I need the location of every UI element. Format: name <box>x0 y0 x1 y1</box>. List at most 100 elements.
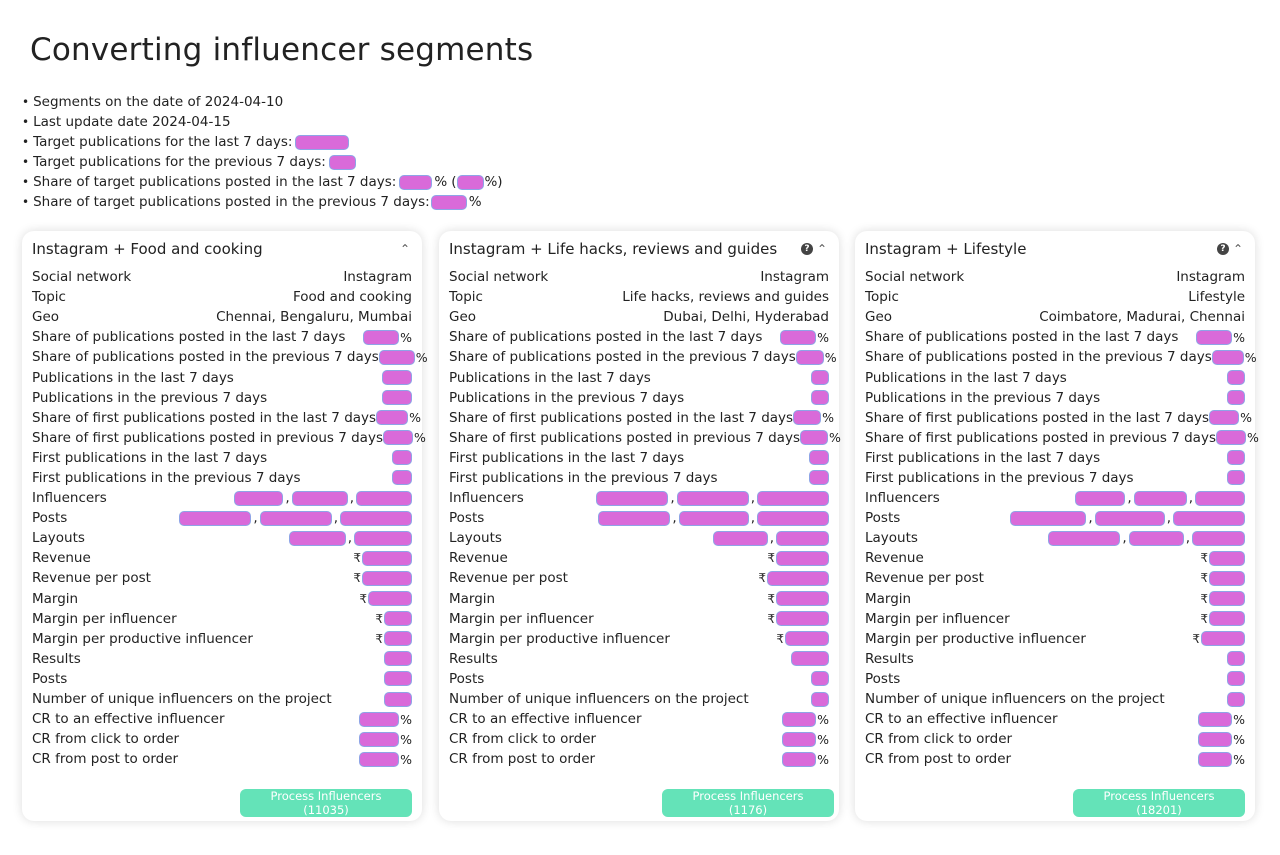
row-results: Results <box>865 649 1245 669</box>
card-title: Instagram + Food and cooking <box>32 240 263 258</box>
card-header[interactable]: Instagram + Lifestyle ? ⌃ <box>865 239 1243 259</box>
card-header[interactable]: Instagram + Life hacks, reviews and guid… <box>449 239 827 259</box>
row-share-first-prev7: Share of first publications posted in pr… <box>32 429 426 446</box>
redacted-value <box>1227 390 1245 406</box>
row-share-first-last7: Share of first publications posted in th… <box>32 409 421 426</box>
row-unique-influencers: Number of unique influencers on the proj… <box>449 689 829 709</box>
row-margin-per-productive: Margin per productive influencer ₹ <box>449 629 829 649</box>
row-posts: Posts,, <box>449 508 829 528</box>
row-cr-post: CR from post to order% <box>449 751 829 768</box>
row-share-pub-last7: Share of publications posted in the last… <box>32 329 412 346</box>
redacted-value <box>1198 731 1233 747</box>
row-unique-influencers: Number of unique influencers on the proj… <box>865 689 1245 709</box>
redacted-value <box>811 390 829 406</box>
redacted-value <box>809 450 829 466</box>
redacted-value <box>359 731 400 747</box>
row-revenue: Revenue ₹ <box>865 548 1245 568</box>
row-margin-per-productive: Margin per productive influencer ₹ <box>865 629 1245 649</box>
row-share-first-last7: Share of first publications posted in th… <box>865 409 1252 426</box>
redacted-value <box>392 470 412 486</box>
redacted-value <box>811 671 829 687</box>
row-share-pub-last7: Share of publications posted in the last… <box>449 329 829 346</box>
redacted-value <box>291 490 348 506</box>
row-pub-prev7: Publications in the previous 7 days <box>449 388 829 408</box>
summary-share-last7: Share of target publications posted in t… <box>22 172 503 192</box>
redacted-value <box>799 430 828 446</box>
redacted-value <box>782 711 817 727</box>
redacted-value <box>1209 410 1240 426</box>
row-pub-last7: Publications in the last 7 days <box>449 367 829 387</box>
row-first-last7: First publications in the last 7 days <box>865 448 1245 468</box>
row-influencers: Influencers,, <box>865 488 1245 508</box>
row-geo: Geo Coimbatore, Madurai, Chennai <box>865 309 1245 326</box>
redacted-value <box>793 410 822 426</box>
row-margin-per-influencer: Margin per influencer ₹ <box>865 609 1245 629</box>
row-layouts: Layouts, <box>32 528 412 548</box>
redacted-value <box>1195 490 1245 506</box>
card-rows: Social network Instagram Topic Life hacks,… <box>449 267 841 769</box>
redacted-value <box>1209 550 1245 566</box>
help-icon[interactable]: ? <box>1216 243 1229 255</box>
row-revenue-per-post: Revenue per post ₹ <box>865 568 1245 588</box>
row-revenue: Revenue ₹ <box>449 548 829 568</box>
row-share-first-last7: Share of first publications posted in th… <box>449 409 834 426</box>
row-social-network: Social network Instagram <box>449 269 829 286</box>
row-cr-click: CR from click to order% <box>32 731 412 748</box>
row-topic: Topic Life hacks, reviews and guides <box>449 289 829 306</box>
redacted-value <box>1196 329 1233 345</box>
row-geo: Geo Chennai, Bengaluru, Mumbai <box>32 309 412 326</box>
redacted-value <box>1227 450 1245 466</box>
redacted-value <box>354 530 412 546</box>
process-influencers-button[interactable]: Process Influencers (18201) <box>1073 789 1245 817</box>
redacted-value <box>785 631 829 647</box>
page-title: Converting influencer segments <box>30 32 534 68</box>
redacted-value <box>782 751 817 767</box>
row-posts-2: Posts <box>865 669 1245 689</box>
row-margin-per-productive: Margin per productive influencer ₹ <box>32 629 412 649</box>
chevron-up-icon[interactable]: ⌃ <box>1232 242 1243 256</box>
summary-share-prev7: Share of target publications posted in t… <box>22 192 503 212</box>
row-pub-prev7: Publications in the previous 7 days <box>32 388 412 408</box>
redacted-value <box>382 390 412 406</box>
redacted-value <box>1198 751 1233 767</box>
redacted-value <box>811 691 829 707</box>
help-icon[interactable]: ? <box>800 243 813 255</box>
summary-target-last7: Target publications for the last 7 days: <box>22 132 503 152</box>
summary-last-update: Last update date 2024-04-15 <box>22 112 503 132</box>
redacted-value <box>676 490 749 506</box>
row-margin: Margin ₹ <box>449 589 829 609</box>
row-cr-click: CR from click to order% <box>449 731 829 748</box>
redacted-value <box>382 430 413 446</box>
segment-card-food-and-cooking: Instagram + Food and cooking ⌃ Social ne… <box>22 231 428 821</box>
process-influencers-button[interactable]: Process Influencers (1176) <box>662 789 834 817</box>
redacted-value <box>1048 530 1121 546</box>
redacted-value <box>363 329 400 345</box>
row-first-prev7: First publications in the previous 7 day… <box>32 468 412 488</box>
redacted-value <box>811 370 829 386</box>
row-posts: Posts,, <box>32 508 412 528</box>
redacted-value <box>1211 349 1244 365</box>
row-layouts: Layouts, <box>449 528 829 548</box>
redacted-value <box>791 651 829 667</box>
redacted-value <box>179 510 252 526</box>
card-header[interactable]: Instagram + Food and cooking ⌃ <box>32 239 410 259</box>
chevron-up-icon[interactable]: ⌃ <box>816 242 827 256</box>
summary-segments-date: Segments on the date of 2024-04-10 <box>22 92 503 112</box>
process-influencers-button[interactable]: Process Influencers (11035) <box>240 789 412 817</box>
redacted-value <box>757 490 829 506</box>
segment-card-lifestyle: Instagram + Lifestyle ? ⌃ Social network… <box>855 231 1259 821</box>
redacted-value <box>362 550 412 566</box>
redacted-value <box>1192 530 1245 546</box>
redacted-value <box>1201 631 1245 647</box>
row-pub-last7: Publications in the last 7 days <box>32 367 412 387</box>
row-pub-last7: Publications in the last 7 days <box>865 367 1245 387</box>
row-share-first-prev7: Share of first publications posted in pr… <box>865 429 1259 446</box>
card-rows: Social network Instagram Topic Food and co… <box>32 267 428 769</box>
card-title: Instagram + Life hacks, reviews and guid… <box>449 240 778 258</box>
redacted-value <box>430 194 467 210</box>
redacted-value <box>782 731 817 747</box>
chevron-up-icon[interactable]: ⌃ <box>399 242 410 256</box>
row-cr-post: CR from post to order% <box>865 751 1245 768</box>
summary-target-prev7: Target publications for the previous 7 d… <box>22 152 503 172</box>
row-unique-influencers: Number of unique influencers on the proj… <box>32 689 412 709</box>
